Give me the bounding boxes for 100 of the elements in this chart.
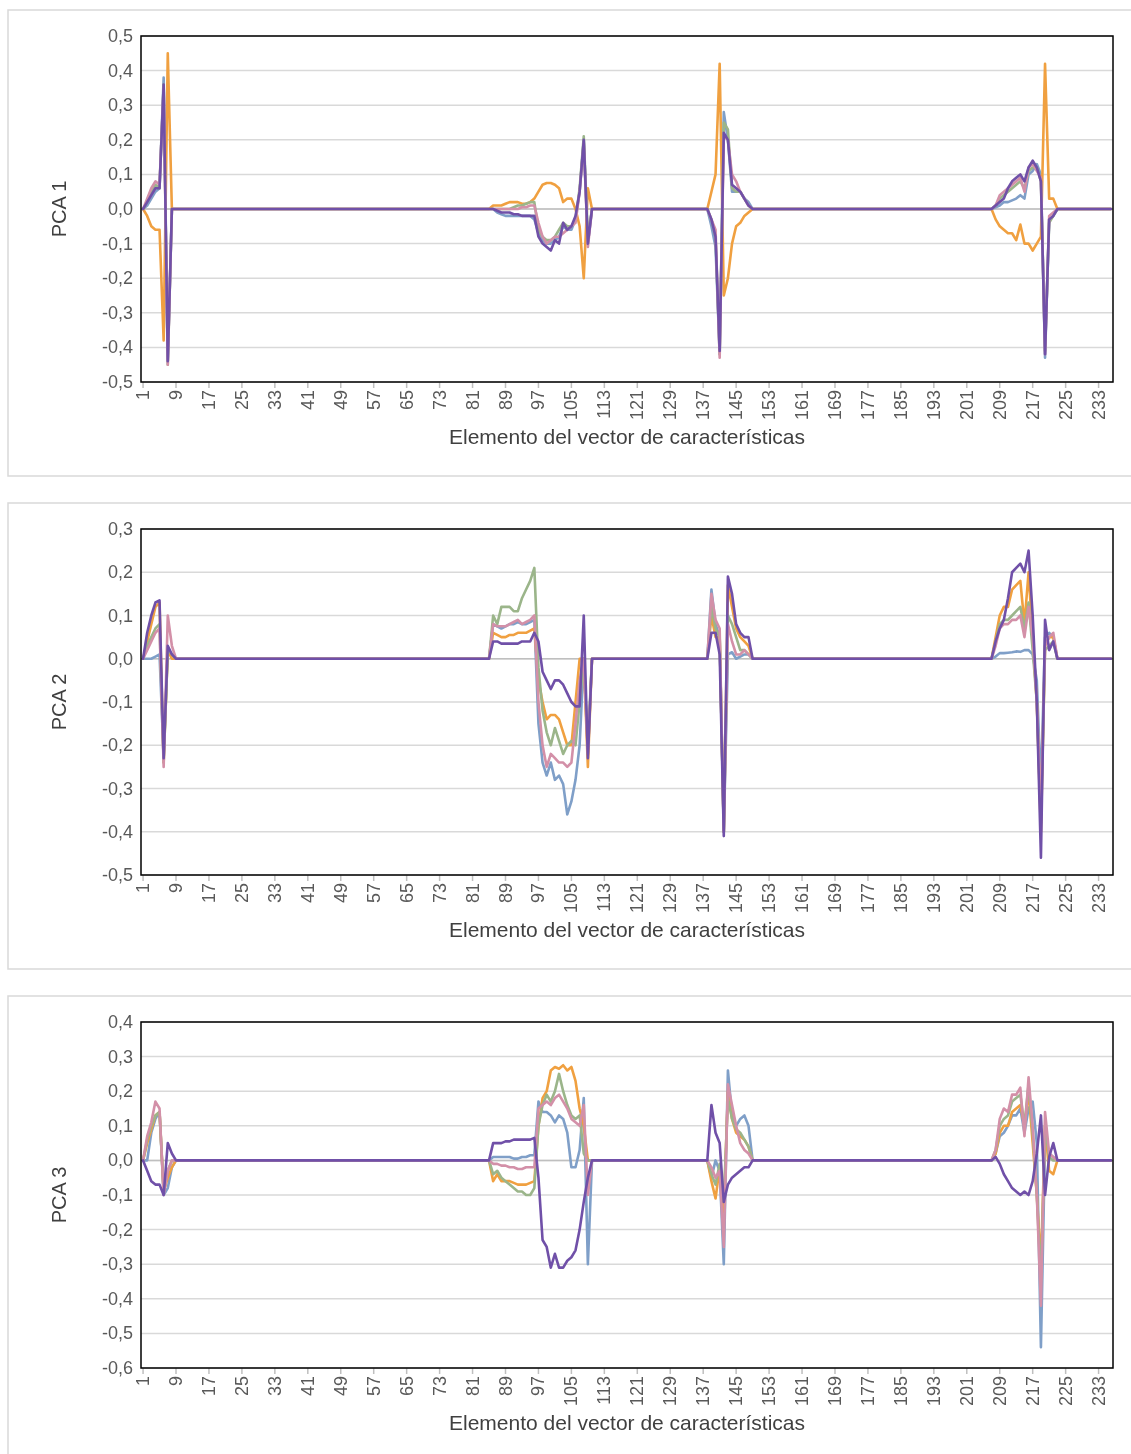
y-axis-title: PCA 2 [48, 673, 70, 731]
x-tick-label: 137 [693, 1376, 714, 1407]
x-tick-label: 193 [923, 1376, 944, 1407]
x-tick-label: 145 [726, 1376, 747, 1407]
x-tick-label: 137 [693, 883, 714, 914]
x-tick-label: 57 [363, 883, 384, 904]
x-tick-label: 1 [133, 883, 154, 894]
x-tick-label: 33 [264, 883, 285, 904]
x-tick-label: 49 [330, 883, 351, 904]
x-tick-label: 217 [1022, 390, 1043, 421]
x-tick-label: 129 [660, 883, 681, 914]
x-tick-label: 17 [198, 390, 219, 411]
y-tick-label: -0,1 [101, 1185, 133, 1205]
x-tick-label: 65 [396, 883, 417, 904]
x-tick-label: 105 [561, 390, 582, 421]
y-tick-label: -0,4 [101, 1288, 133, 1309]
y-tick-label: -0,1 [101, 233, 133, 254]
y-axis-title: PCA 1 [48, 180, 70, 238]
x-tick-label: 121 [627, 390, 648, 421]
x-tick-label: 25 [231, 1376, 252, 1397]
x-tick-label: 233 [1088, 390, 1109, 421]
x-tick-label: 113 [594, 883, 615, 912]
x-axis-title: Elemento del vector de características [449, 918, 805, 941]
y-tick-label: 0,1 [107, 605, 133, 626]
x-tick-label: 185 [890, 883, 911, 914]
y-tick-label: -0,4 [101, 337, 133, 358]
x-tick-label: 193 [923, 883, 944, 914]
x-tick-label: 81 [462, 883, 483, 904]
x-tick-label: 33 [264, 1376, 285, 1397]
x-tick-label: 225 [1055, 1376, 1076, 1407]
x-tick-label: 201 [956, 1376, 977, 1407]
x-tick-label: 233 [1088, 883, 1109, 914]
x-tick-label: 49 [330, 1376, 351, 1397]
x-tick-label: 129 [660, 390, 681, 421]
x-tick-label: 17 [198, 1376, 219, 1397]
x-tick-label: 145 [726, 390, 747, 421]
y-tick-label: 0,3 [107, 1046, 133, 1067]
y-tick-label: -0,2 [101, 735, 133, 756]
x-tick-label: 217 [1022, 1376, 1043, 1407]
y-tick-label: 0,3 [107, 95, 133, 116]
x-tick-label: 161 [792, 883, 813, 914]
x-tick-label: 41 [297, 1376, 318, 1397]
x-tick-label: 209 [989, 883, 1010, 914]
x-tick-label: 65 [396, 1376, 417, 1397]
x-tick-label: 225 [1055, 883, 1076, 914]
y-tick-label: -0,5 [101, 1323, 133, 1344]
x-tick-label: 233 [1088, 1376, 1109, 1407]
y-tick-label: -0,5 [101, 372, 133, 392]
x-tick-label: 145 [726, 883, 747, 914]
x-tick-label: 81 [462, 1376, 483, 1397]
x-tick-label: 177 [857, 390, 878, 421]
y-tick-label: 0,0 [107, 648, 133, 669]
x-tick-label: 89 [495, 883, 516, 904]
x-tick-label: 41 [297, 883, 318, 904]
x-tick-label: 129 [660, 1376, 681, 1407]
x-tick-label: 89 [495, 1376, 516, 1397]
y-tick-label: 0,1 [107, 1115, 133, 1136]
y-tick-label: -0,2 [101, 1219, 133, 1240]
x-tick-label: 73 [429, 390, 450, 411]
x-tick-label: 97 [528, 1376, 549, 1397]
x-tick-label: 209 [989, 390, 1010, 421]
y-tick-label: 0,2 [107, 129, 133, 150]
x-tick-label: 121 [627, 883, 648, 914]
x-tick-label: 57 [363, 1376, 384, 1397]
y-tick-label: -0,4 [101, 821, 133, 842]
y-tick-label: 0,5 [107, 26, 133, 46]
x-tick-label: 169 [824, 1376, 845, 1407]
x-tick-label: 9 [166, 1376, 187, 1387]
x-tick-label: 209 [989, 1376, 1010, 1407]
x-tick-label: 57 [363, 390, 384, 411]
x-tick-label: 161 [792, 1376, 813, 1407]
y-tick-label: 0,1 [107, 164, 133, 185]
x-tick-label: 113 [594, 1376, 615, 1405]
x-tick-label: 17 [198, 883, 219, 904]
line-series [141, 1103, 1113, 1269]
x-tick-label: 185 [890, 390, 911, 421]
x-tick-label: 225 [1055, 390, 1076, 421]
x-axis-title: Elemento del vector de características [449, 1411, 805, 1434]
y-tick-label: -0,2 [101, 268, 133, 289]
y-tick-label: 0,4 [107, 1012, 133, 1032]
x-tick-label: 105 [561, 1376, 582, 1407]
x-tick-label: 193 [923, 390, 944, 421]
x-tick-label: 1 [133, 1376, 154, 1387]
x-tick-label: 177 [857, 883, 878, 914]
y-tick-label: -0,5 [101, 865, 133, 885]
x-tick-label: 73 [429, 1376, 450, 1397]
y-tick-label: 0,0 [107, 199, 133, 219]
x-tick-label: 25 [231, 390, 252, 411]
x-tick-label: 33 [264, 390, 285, 411]
y-tick-label: 0,2 [107, 562, 133, 583]
x-tick-label: 161 [792, 390, 813, 421]
x-tick-label: 217 [1022, 883, 1043, 914]
y-tick-label: -0,1 [101, 692, 133, 712]
x-tick-label: 201 [956, 883, 977, 914]
x-tick-label: 1 [133, 390, 154, 401]
x-tick-label: 41 [297, 390, 318, 411]
x-tick-label: 9 [166, 390, 187, 401]
x-tick-label: 49 [330, 390, 351, 411]
x-tick-label: 25 [231, 883, 252, 904]
y-tick-label: 0,2 [107, 1081, 133, 1102]
